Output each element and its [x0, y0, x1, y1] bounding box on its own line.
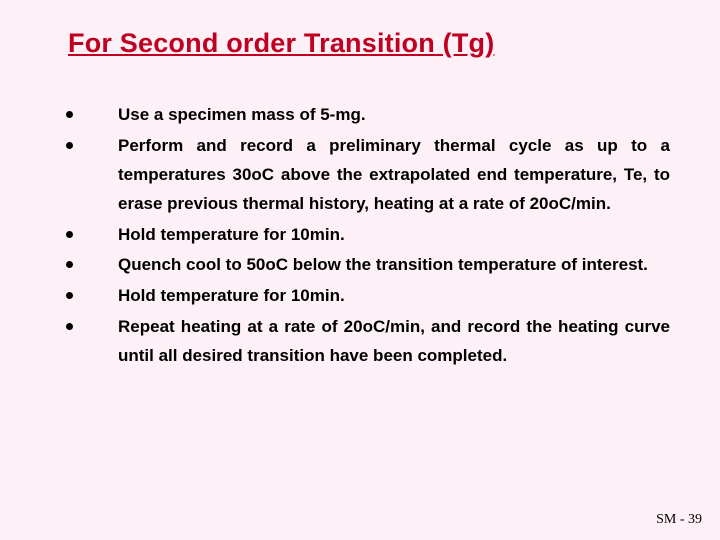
list-item: Hold temperature for 10min.: [62, 221, 670, 250]
slide: For Second order Transition (Tg) Use a s…: [0, 0, 720, 540]
bullet-list: Use a specimen mass of 5-mg. Perform and…: [50, 101, 670, 371]
slide-title: For Second order Transition (Tg): [68, 28, 670, 59]
list-item: Repeat heating at a rate of 20oC/min, an…: [62, 313, 670, 371]
list-item: Use a specimen mass of 5-mg.: [62, 101, 670, 130]
list-item: Hold temperature for 10min.: [62, 282, 670, 311]
slide-number: SM - 39: [656, 512, 702, 528]
list-item: Perform and record a preliminary thermal…: [62, 132, 670, 219]
list-item: Quench cool to 50oC below the transition…: [62, 251, 670, 280]
